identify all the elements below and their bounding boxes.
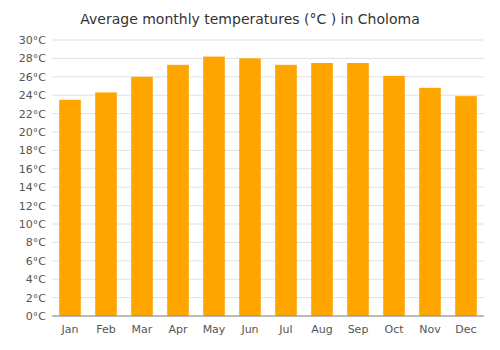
x-axis-line	[52, 316, 484, 317]
bar	[239, 58, 261, 316]
bar	[455, 96, 477, 316]
x-axis: Jan Feb Mar Apr May Jun Jul Aug Sep Oct Nov Dec	[61, 323, 477, 336]
y-tick-label: 20°C	[19, 126, 46, 139]
grid-line	[52, 316, 484, 317]
x-tick-label: Aug	[311, 323, 332, 336]
y-tick-label: 30°C	[19, 34, 46, 47]
grid-line	[52, 58, 484, 59]
x-tick-label: Apr	[168, 323, 188, 336]
chart: Average monthly temperatures (°C ) in Ch…	[0, 0, 500, 350]
y-tick-label: 22°C	[19, 108, 46, 121]
y-tick-label: 14°C	[19, 181, 46, 194]
y-tick-label: 10°C	[19, 218, 46, 231]
y-tick-label: 6°C	[26, 255, 46, 268]
chart-container: Average monthly temperatures (°C ) in Ch…	[0, 0, 500, 350]
grid	[52, 40, 484, 316]
y-tick-label: 28°C	[19, 52, 46, 65]
grid-line	[52, 76, 484, 77]
y-tick-label: 4°C	[26, 273, 46, 286]
bar	[311, 63, 333, 316]
bar	[347, 63, 369, 316]
x-tick-label: Oct	[384, 323, 404, 336]
x-tick-label: Jan	[61, 323, 79, 336]
bar	[95, 92, 117, 316]
y-tick-label: 0°C	[26, 310, 46, 323]
bar	[419, 88, 441, 316]
bars	[59, 57, 477, 316]
bar	[131, 77, 153, 316]
y-axis: 0°C 2°C 4°C 6°C 8°C 10°C 12°C 14°C 16°C 18°C 20°C 2…	[19, 34, 46, 323]
y-tick-label: 2°C	[26, 292, 46, 305]
x-tick-label: May	[203, 323, 226, 336]
bar	[383, 76, 405, 316]
y-tick-label: 8°C	[26, 236, 46, 249]
bar	[275, 65, 297, 316]
y-tick-label: 12°C	[19, 200, 46, 213]
bar	[59, 100, 81, 316]
x-tick-label: Jul	[278, 323, 292, 336]
x-tick-label: Nov	[419, 323, 441, 336]
y-tick-label: 16°C	[19, 163, 46, 176]
y-tick-label: 18°C	[19, 144, 46, 157]
y-tick-label: 24°C	[19, 89, 46, 102]
x-tick-label: Mar	[132, 323, 153, 336]
grid-line	[52, 40, 484, 41]
bar	[203, 57, 225, 316]
x-tick-label: Dec	[455, 323, 476, 336]
x-tick-label: Feb	[96, 323, 115, 336]
bar	[167, 65, 189, 316]
x-tick-label: Sep	[348, 323, 369, 336]
title: Average monthly temperatures (°C ) in Ch…	[80, 11, 419, 27]
y-tick-label: 26°C	[19, 71, 46, 84]
x-tick-label: Jun	[240, 323, 258, 336]
